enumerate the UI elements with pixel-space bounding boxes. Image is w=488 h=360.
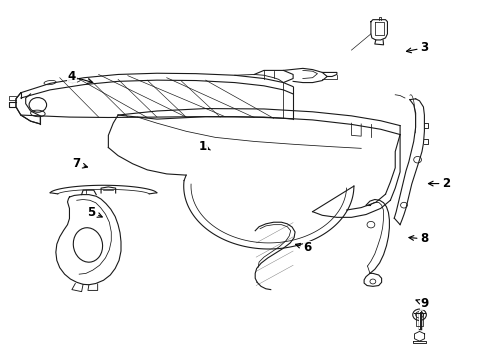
Text: 7: 7	[73, 157, 87, 170]
Text: 6: 6	[295, 241, 311, 255]
Text: 9: 9	[415, 297, 427, 310]
Text: 8: 8	[408, 233, 427, 246]
Text: 4: 4	[68, 70, 92, 84]
Text: 5: 5	[87, 206, 102, 219]
Text: 1: 1	[199, 140, 210, 153]
Text: 2: 2	[427, 177, 449, 190]
Text: 3: 3	[406, 41, 427, 54]
